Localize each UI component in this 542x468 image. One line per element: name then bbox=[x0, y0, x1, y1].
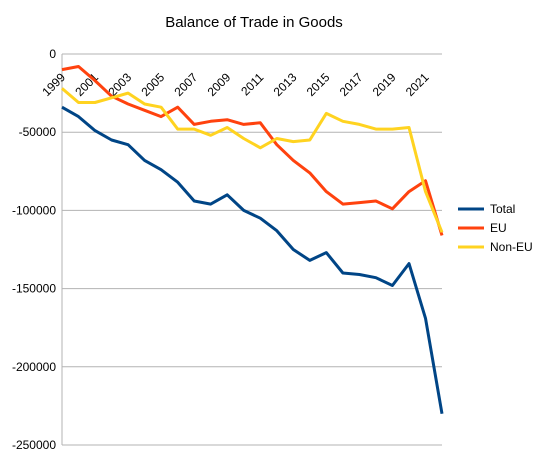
chart-title: Balance of Trade in Goods bbox=[165, 14, 343, 31]
x-tick-label: 1999 bbox=[39, 70, 68, 99]
series-line-total bbox=[61, 105, 444, 414]
y-tick-label: -100000 bbox=[12, 203, 56, 217]
x-tick-label: 2013 bbox=[271, 70, 300, 99]
y-tick-label: 0 bbox=[49, 47, 56, 61]
legend-label: Non-EU bbox=[490, 240, 533, 254]
y-tick-label: -250000 bbox=[12, 438, 56, 452]
axes: 0 -50000 -100000 -150000 -200000 -250000 1999 2… bbox=[12, 47, 432, 452]
series-line-non-eu bbox=[61, 87, 444, 233]
x-tick-label: 2015 bbox=[304, 70, 333, 99]
x-tick-label: 2005 bbox=[138, 70, 167, 99]
x-tick-label: 2019 bbox=[370, 70, 399, 99]
x-tick-label: 2021 bbox=[403, 70, 432, 99]
grid-lines bbox=[62, 53, 442, 446]
series-line-eu bbox=[61, 65, 444, 236]
y-tick-label: -50000 bbox=[19, 125, 57, 139]
legend-label: Total bbox=[490, 202, 515, 216]
y-tick-label: -150000 bbox=[12, 282, 56, 296]
x-tick-label: 2007 bbox=[172, 70, 201, 99]
legend-label: EU bbox=[490, 221, 507, 235]
y-tick-label: -200000 bbox=[12, 360, 56, 374]
legend: Total EU Non-EU bbox=[458, 202, 533, 254]
x-tick-label: 2009 bbox=[205, 70, 234, 99]
series-lines bbox=[61, 65, 444, 414]
x-tick-label: 2011 bbox=[238, 70, 266, 98]
x-tick-label: 2017 bbox=[337, 70, 366, 99]
